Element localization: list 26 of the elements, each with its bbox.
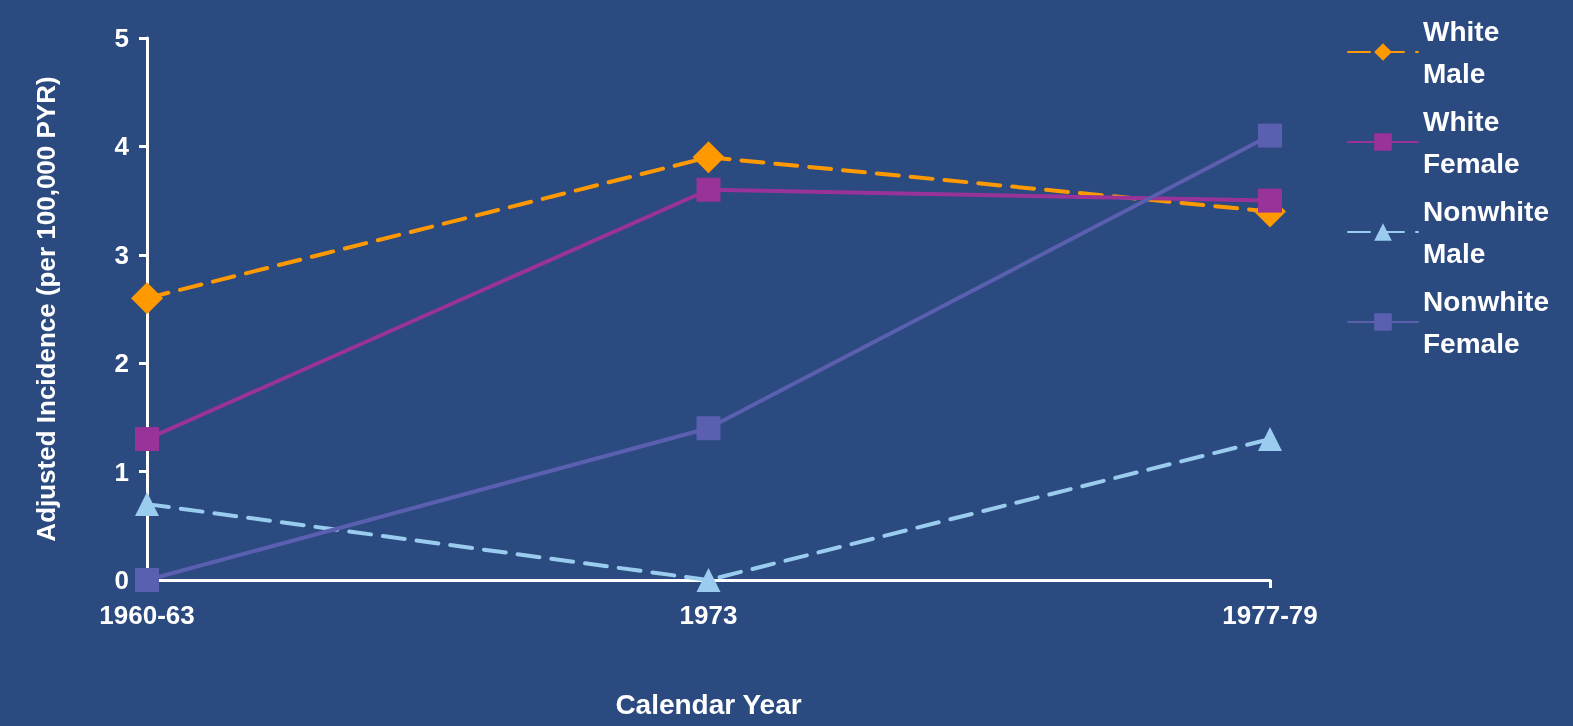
point (696, 177, 721, 202)
legend-label: Nonwhite Female (1423, 285, 1557, 359)
point (1258, 123, 1282, 148)
point (135, 568, 159, 592)
y-axis-title: Adjusted Incidence (per 100,000 PYR) (31, 76, 61, 542)
legend-label: White Female (1423, 105, 1520, 179)
y-tick-label: 3 (114, 239, 129, 270)
legend-label: Nonwhite Male (1423, 195, 1557, 269)
x-tick-label: 1973 (679, 600, 738, 630)
y-tick-label: 0 (114, 565, 129, 595)
point (135, 427, 159, 452)
point (131, 282, 163, 315)
y-tick-label: 2 (114, 348, 129, 379)
x-tick-label: 1977-79 (1222, 600, 1318, 630)
point (1258, 188, 1282, 213)
legend-label: White Male (1423, 15, 1507, 89)
x-axis-title: Calendar Year (615, 688, 802, 720)
point (696, 568, 721, 592)
x-tick-label: 1960-63 (99, 600, 195, 630)
y-tick-label: 4 (114, 131, 130, 162)
point (696, 416, 721, 441)
y-tick-label: 1 (114, 456, 129, 487)
point (1258, 427, 1282, 452)
point (135, 492, 159, 517)
y-tick-label: 5 (114, 23, 129, 53)
point (692, 141, 725, 174)
